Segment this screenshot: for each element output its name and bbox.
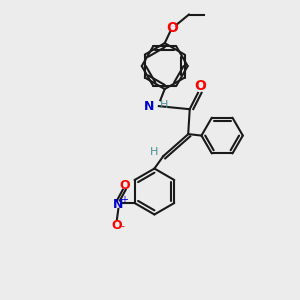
Text: O: O xyxy=(167,21,178,35)
Text: N: N xyxy=(144,100,154,112)
Text: H: H xyxy=(160,100,169,110)
Text: H: H xyxy=(150,147,159,157)
Text: N: N xyxy=(113,198,124,211)
Text: -: - xyxy=(121,221,125,231)
Text: O: O xyxy=(194,80,206,93)
Text: O: O xyxy=(119,179,130,192)
Text: +: + xyxy=(120,195,128,205)
Text: O: O xyxy=(111,219,122,232)
